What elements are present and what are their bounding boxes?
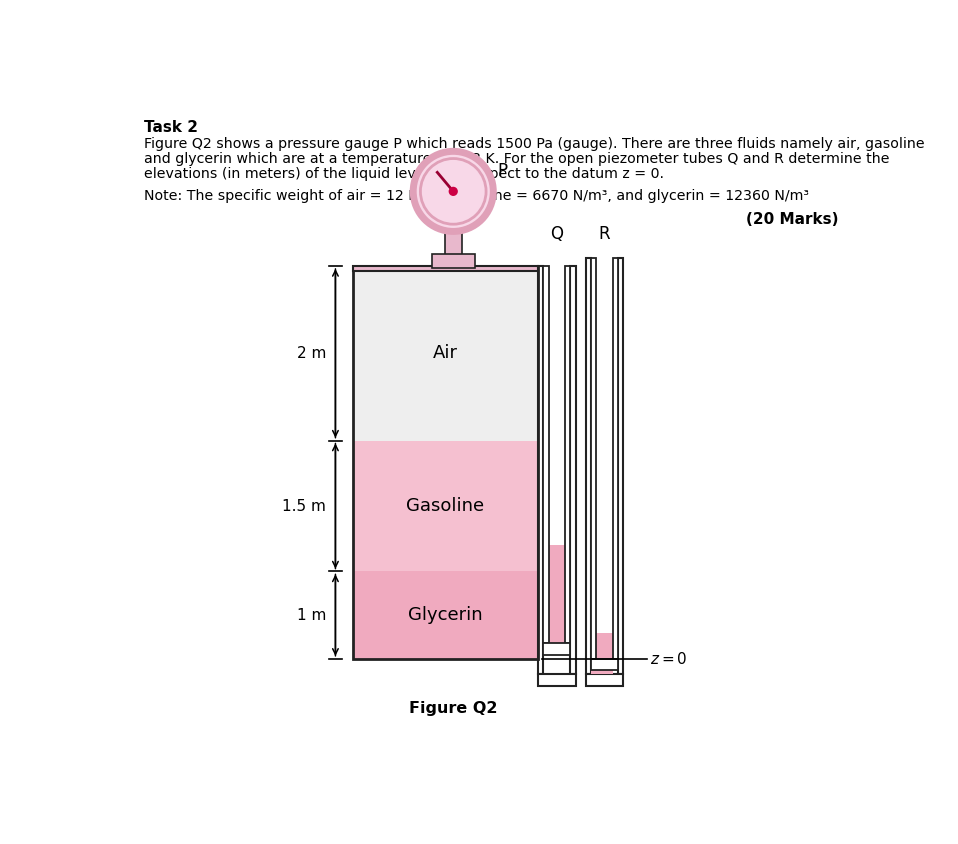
Bar (432, 254, 475, 268)
Circle shape (448, 187, 458, 196)
Bar (612, 258, 618, 659)
Bar (549, 545, 565, 643)
Text: 1.5 m: 1.5 m (283, 499, 326, 513)
Text: P: P (497, 162, 507, 181)
Bar (354, 266, 538, 441)
Circle shape (413, 151, 493, 231)
Bar (354, 571, 538, 659)
Bar (543, 643, 570, 655)
Bar (354, 266, 538, 659)
Bar (585, 674, 624, 685)
Bar (591, 659, 618, 670)
Bar (618, 258, 624, 674)
Text: Glycerin: Glycerin (408, 606, 483, 624)
Text: Gasoline: Gasoline (406, 497, 485, 515)
Text: Figure Q2: Figure Q2 (409, 701, 497, 717)
Text: $z = 0$: $z = 0$ (650, 651, 688, 667)
Text: 2 m: 2 m (297, 346, 326, 361)
Text: and glycerin which are at a temperature of 293 K. For the open piezometer tubes : and glycerin which are at a temperature … (144, 152, 889, 166)
Circle shape (421, 159, 486, 225)
Bar (445, 227, 462, 262)
Bar (585, 258, 591, 674)
Bar (543, 266, 549, 643)
Bar (354, 266, 538, 271)
Bar (538, 266, 543, 674)
Text: Air: Air (433, 344, 458, 362)
Text: Figure Q2 shows a pressure gauge ​P​ which reads 1500 Pa (gauge). There are thre: Figure Q2 shows a pressure gauge ​P​ whi… (144, 138, 924, 151)
Text: 1 m: 1 m (297, 608, 326, 623)
Text: (20 Marks): (20 Marks) (745, 212, 838, 227)
Bar (591, 258, 597, 659)
Bar (597, 633, 612, 659)
Text: R: R (599, 225, 610, 243)
Text: Task 2: Task 2 (144, 120, 197, 135)
Bar (565, 266, 570, 643)
Bar (591, 633, 612, 674)
Bar (570, 266, 576, 674)
Bar (538, 674, 576, 685)
Text: Note: The specific weight of air = 12 N/m³, gasoline = 6670 N/m³, and glycerin =: Note: The specific weight of air = 12 N/… (144, 189, 809, 203)
Text: elevations (in meters) of the liquid level with respect to the datum z = 0.: elevations (in meters) of the liquid lev… (144, 167, 664, 181)
Bar (354, 441, 538, 571)
Text: Q: Q (550, 225, 563, 243)
